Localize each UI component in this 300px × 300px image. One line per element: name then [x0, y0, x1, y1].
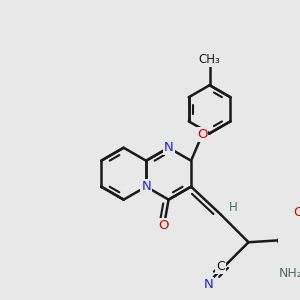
Text: NH₂: NH₂ [279, 267, 300, 280]
Text: O: O [197, 128, 207, 141]
Text: CH₃: CH₃ [199, 53, 220, 66]
Text: N: N [141, 180, 151, 193]
Text: C: C [216, 260, 225, 273]
Text: N: N [203, 278, 213, 291]
Text: O: O [293, 206, 300, 219]
Text: O: O [159, 219, 169, 232]
Text: N: N [164, 141, 173, 154]
Text: H: H [229, 200, 238, 214]
